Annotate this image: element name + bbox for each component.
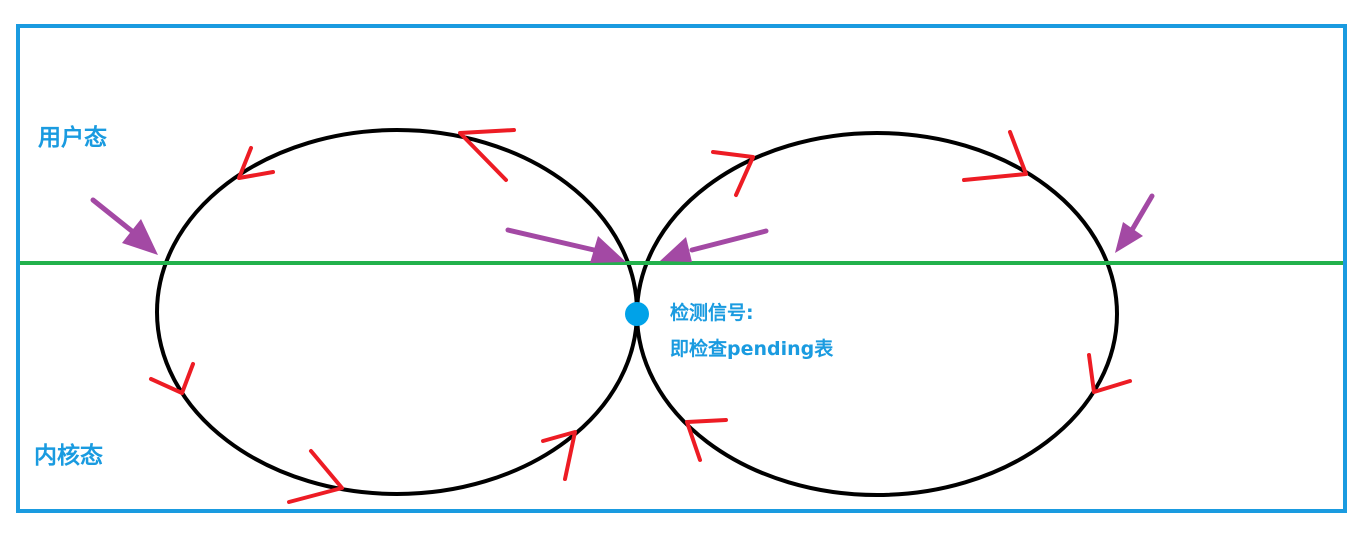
direction-arrows [149,128,1132,504]
direction-arrow [237,146,275,180]
direction-arrow [685,418,728,462]
pointer-arrow [660,228,769,262]
pointer-arrow [1115,193,1155,253]
direction-arrow [711,150,755,197]
signal-check-dot [625,302,649,326]
direction-arrow [962,130,1028,182]
check-signal-label: 检测信号: [670,302,754,324]
user-mode-label: 用户态 [38,125,107,151]
direction-arrow [1087,353,1132,394]
left-signal-loop [155,128,639,496]
outer-frame [16,24,1347,513]
pointer-arrow [505,227,626,263]
direction-arrow [287,449,344,504]
pointer-arrows [90,193,1155,263]
pointer-arrow [90,197,158,255]
direction-arrow [458,128,516,182]
direction-arrow [541,430,577,481]
direction-arrow [149,362,195,395]
check-pending-label: 即检查pending表 [670,338,834,360]
kernel-mode-label: 内核态 [34,443,103,469]
